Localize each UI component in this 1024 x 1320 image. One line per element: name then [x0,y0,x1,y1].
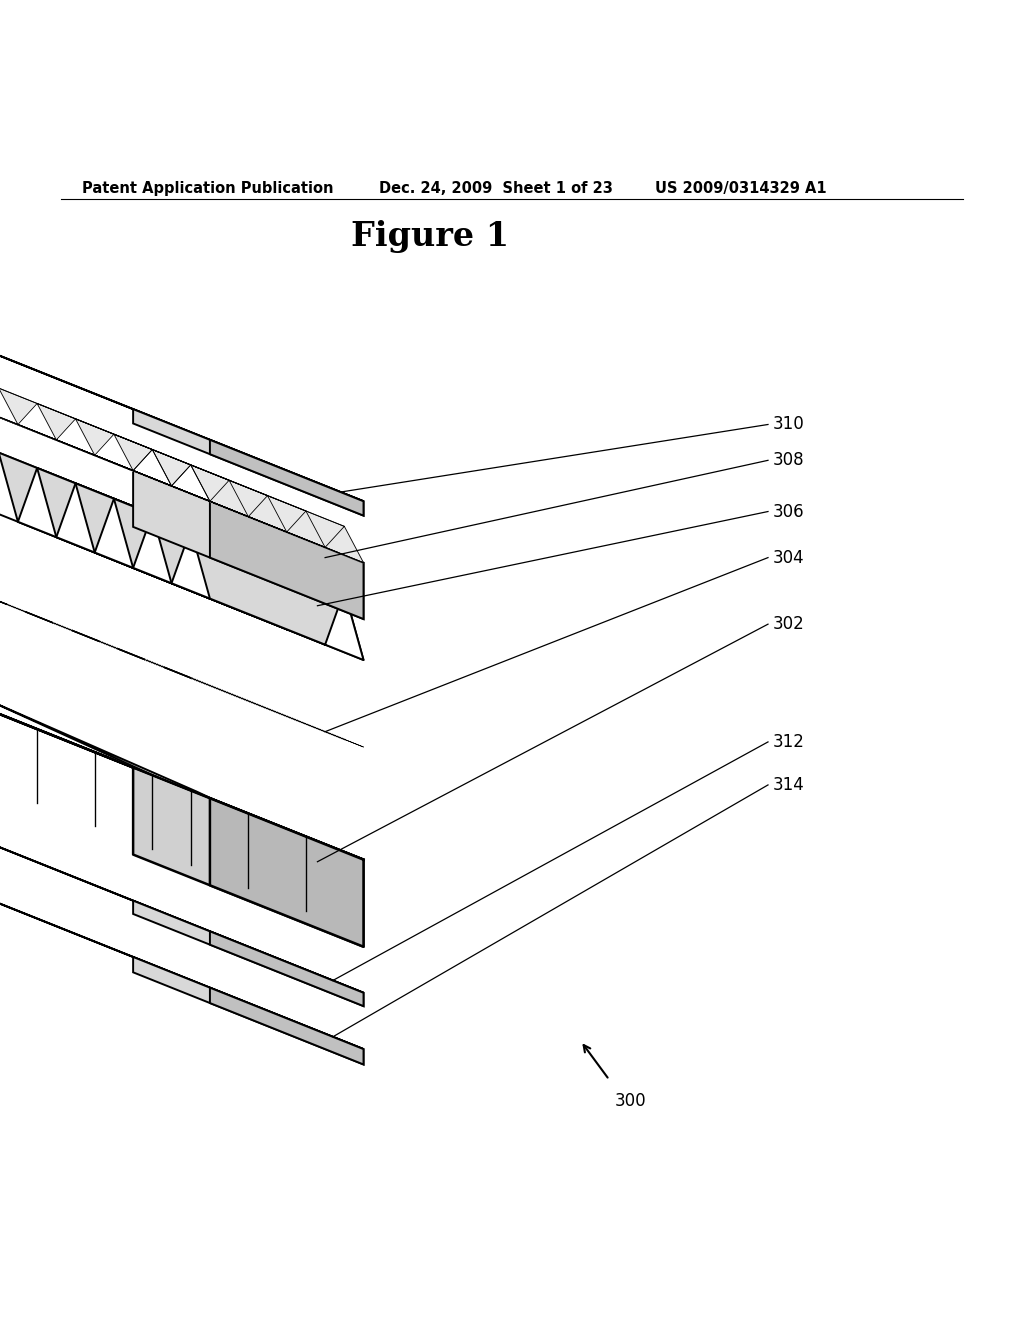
Polygon shape [171,465,344,548]
Polygon shape [94,499,267,614]
Polygon shape [145,660,317,729]
Polygon shape [99,642,271,710]
Text: Patent Application Publication: Patent Application Publication [82,181,334,195]
Polygon shape [133,409,364,516]
Polygon shape [76,418,248,516]
Text: Dec. 24, 2009  Sheet 1 of 23: Dec. 24, 2009 Sheet 1 of 23 [379,181,612,195]
Polygon shape [37,404,210,502]
Polygon shape [0,409,364,562]
Polygon shape [0,594,161,665]
Polygon shape [153,450,326,548]
Polygon shape [153,513,326,644]
Polygon shape [171,529,210,598]
Polygon shape [210,440,364,516]
Polygon shape [114,434,287,532]
Polygon shape [133,957,364,1064]
Polygon shape [0,453,153,568]
Polygon shape [210,502,364,619]
Polygon shape [171,529,344,644]
Text: 306: 306 [773,503,805,520]
Polygon shape [164,667,345,739]
Polygon shape [0,706,364,859]
Text: 314: 314 [773,776,805,793]
Polygon shape [0,388,171,486]
Polygon shape [133,513,171,583]
Polygon shape [0,895,364,1049]
Text: 310: 310 [773,416,805,433]
Polygon shape [72,631,253,702]
Polygon shape [248,560,287,630]
Polygon shape [326,591,364,660]
Text: Figure 1: Figure 1 [351,219,509,252]
Polygon shape [191,678,364,747]
Polygon shape [56,483,229,598]
Polygon shape [0,347,364,502]
Text: 300: 300 [614,1092,646,1110]
Polygon shape [17,404,190,486]
Text: 312: 312 [773,733,805,751]
Polygon shape [133,513,306,630]
Polygon shape [76,483,248,614]
Text: 308: 308 [773,451,805,470]
Polygon shape [0,453,171,583]
Polygon shape [0,700,356,866]
Polygon shape [133,767,364,946]
Polygon shape [190,529,364,660]
Polygon shape [133,900,364,1006]
Polygon shape [287,576,326,644]
Polygon shape [210,987,364,1064]
Polygon shape [17,469,190,583]
Polygon shape [56,418,229,502]
Polygon shape [53,623,225,692]
Polygon shape [0,840,364,993]
Polygon shape [94,434,267,516]
Polygon shape [37,469,210,598]
Polygon shape [210,799,364,946]
Polygon shape [114,499,287,630]
Polygon shape [190,465,364,562]
Text: 302: 302 [773,615,805,634]
Polygon shape [0,388,153,470]
Polygon shape [26,612,207,684]
Polygon shape [210,545,248,614]
Polygon shape [7,605,179,673]
Polygon shape [133,470,364,619]
Text: 304: 304 [773,549,805,566]
Text: US 2009/0314329 A1: US 2009/0314329 A1 [655,181,827,195]
Polygon shape [118,648,299,721]
Polygon shape [133,450,306,532]
Polygon shape [210,932,364,1006]
